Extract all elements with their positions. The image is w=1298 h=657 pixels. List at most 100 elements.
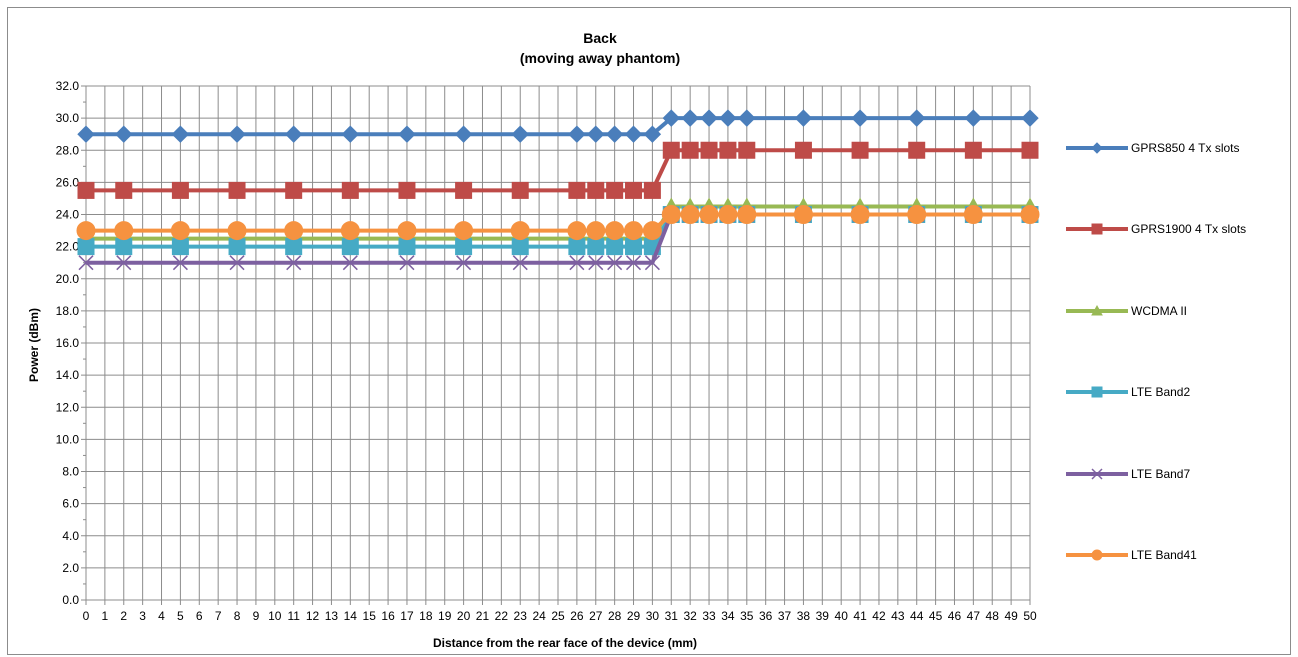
data-point (114, 221, 134, 241)
data-point (964, 141, 982, 159)
data-point (681, 109, 699, 127)
x-tick-label: 38 (797, 609, 811, 623)
marker-shape (643, 125, 662, 143)
data-point (115, 238, 133, 256)
x-tick-label: 4 (158, 609, 165, 623)
x-tick-label: 18 (419, 609, 433, 623)
marker-shape (718, 205, 738, 224)
marker-shape (700, 141, 718, 159)
legend-marker (1091, 304, 1103, 316)
x-tick-label: 35 (740, 609, 754, 623)
x-tick-label: 19 (438, 609, 452, 623)
x-tick-label: 9 (253, 609, 260, 623)
data-point (341, 238, 359, 256)
marker-shape (228, 238, 246, 256)
legend-label: LTE Band2 (1131, 385, 1190, 399)
x-tick-label: 26 (570, 609, 584, 623)
marker-shape (586, 221, 606, 241)
legend-label: LTE Band7 (1131, 467, 1190, 481)
x-tick-label: 44 (910, 609, 924, 623)
marker-stroke (399, 255, 415, 271)
marker-shape (793, 205, 813, 224)
marker-shape (340, 221, 360, 241)
x-tick-label: 47 (967, 609, 981, 623)
marker-stroke (229, 255, 245, 271)
marker-shape (77, 125, 95, 143)
data-point (512, 255, 528, 271)
marker-shape (907, 205, 927, 224)
data-point (624, 221, 644, 241)
legend-entry: WCDMA II (1066, 304, 1187, 318)
data-point (399, 255, 415, 271)
data-point (606, 181, 624, 199)
data-point (285, 238, 303, 256)
chart-title: Back (583, 30, 617, 46)
x-tick-label: 8 (234, 609, 241, 623)
marker-shape (851, 109, 869, 127)
marker-stroke (342, 255, 358, 271)
data-point (662, 109, 680, 127)
marker-shape (77, 181, 95, 199)
y-tick-label: 16.0 (56, 336, 80, 350)
marker-shape (587, 181, 605, 199)
data-point (456, 255, 472, 271)
marker-shape (681, 141, 699, 159)
marker-shape (605, 125, 624, 143)
y-tick-label: 20.0 (56, 272, 80, 286)
data-point (116, 255, 132, 271)
data-point (908, 109, 926, 127)
x-tick-label: 2 (120, 609, 127, 623)
x-tick-label: 3 (139, 609, 146, 623)
series-lte-band41 (76, 205, 1040, 241)
data-point (229, 255, 245, 271)
marker-shape (624, 221, 644, 241)
data-point (625, 238, 643, 256)
marker-shape (1091, 223, 1103, 235)
data-point (963, 205, 983, 224)
data-point (342, 255, 358, 271)
marker-shape (719, 109, 737, 127)
data-point (642, 221, 662, 241)
series-gprs1900-4-tx-slots (77, 141, 1039, 199)
marker-shape (228, 181, 246, 199)
marker-shape (662, 109, 680, 127)
data-point (794, 109, 813, 127)
marker-shape (642, 221, 662, 241)
x-tick-label: 16 (381, 609, 395, 623)
data-point (680, 205, 700, 224)
data-point (511, 181, 529, 199)
data-point (719, 109, 737, 127)
marker-stroke (569, 255, 585, 271)
marker-stroke (588, 255, 604, 271)
y-tick-label: 6.0 (62, 497, 79, 511)
marker-shape (171, 125, 190, 143)
marker-shape (719, 141, 737, 159)
x-tick-label: 40 (835, 609, 849, 623)
marker-shape (454, 125, 473, 143)
marker-shape (625, 238, 643, 256)
marker-shape (587, 238, 605, 256)
x-tick-label: 37 (778, 609, 792, 623)
marker-shape (963, 205, 983, 224)
y-tick-label: 4.0 (62, 529, 79, 543)
x-tick-label: 41 (853, 609, 867, 623)
marker-shape (510, 221, 530, 241)
marker-shape (1091, 304, 1103, 316)
marker-shape (114, 221, 134, 241)
legend-marker (1091, 549, 1103, 561)
data-point (737, 205, 757, 224)
marker-shape (568, 125, 586, 143)
data-point (700, 141, 718, 159)
marker-shape (455, 181, 473, 199)
data-point (398, 125, 416, 143)
marker-shape (738, 109, 756, 127)
marker-shape (285, 238, 303, 256)
x-tick-label: 13 (325, 609, 339, 623)
data-point (1021, 141, 1039, 159)
marker-shape (567, 221, 587, 241)
y-axis-title: Power (dBm) (27, 308, 41, 382)
legend-marker (1091, 386, 1103, 398)
x-tick-label: 42 (872, 609, 886, 623)
x-tick-label: 25 (551, 609, 565, 623)
marker-shape (398, 181, 416, 199)
